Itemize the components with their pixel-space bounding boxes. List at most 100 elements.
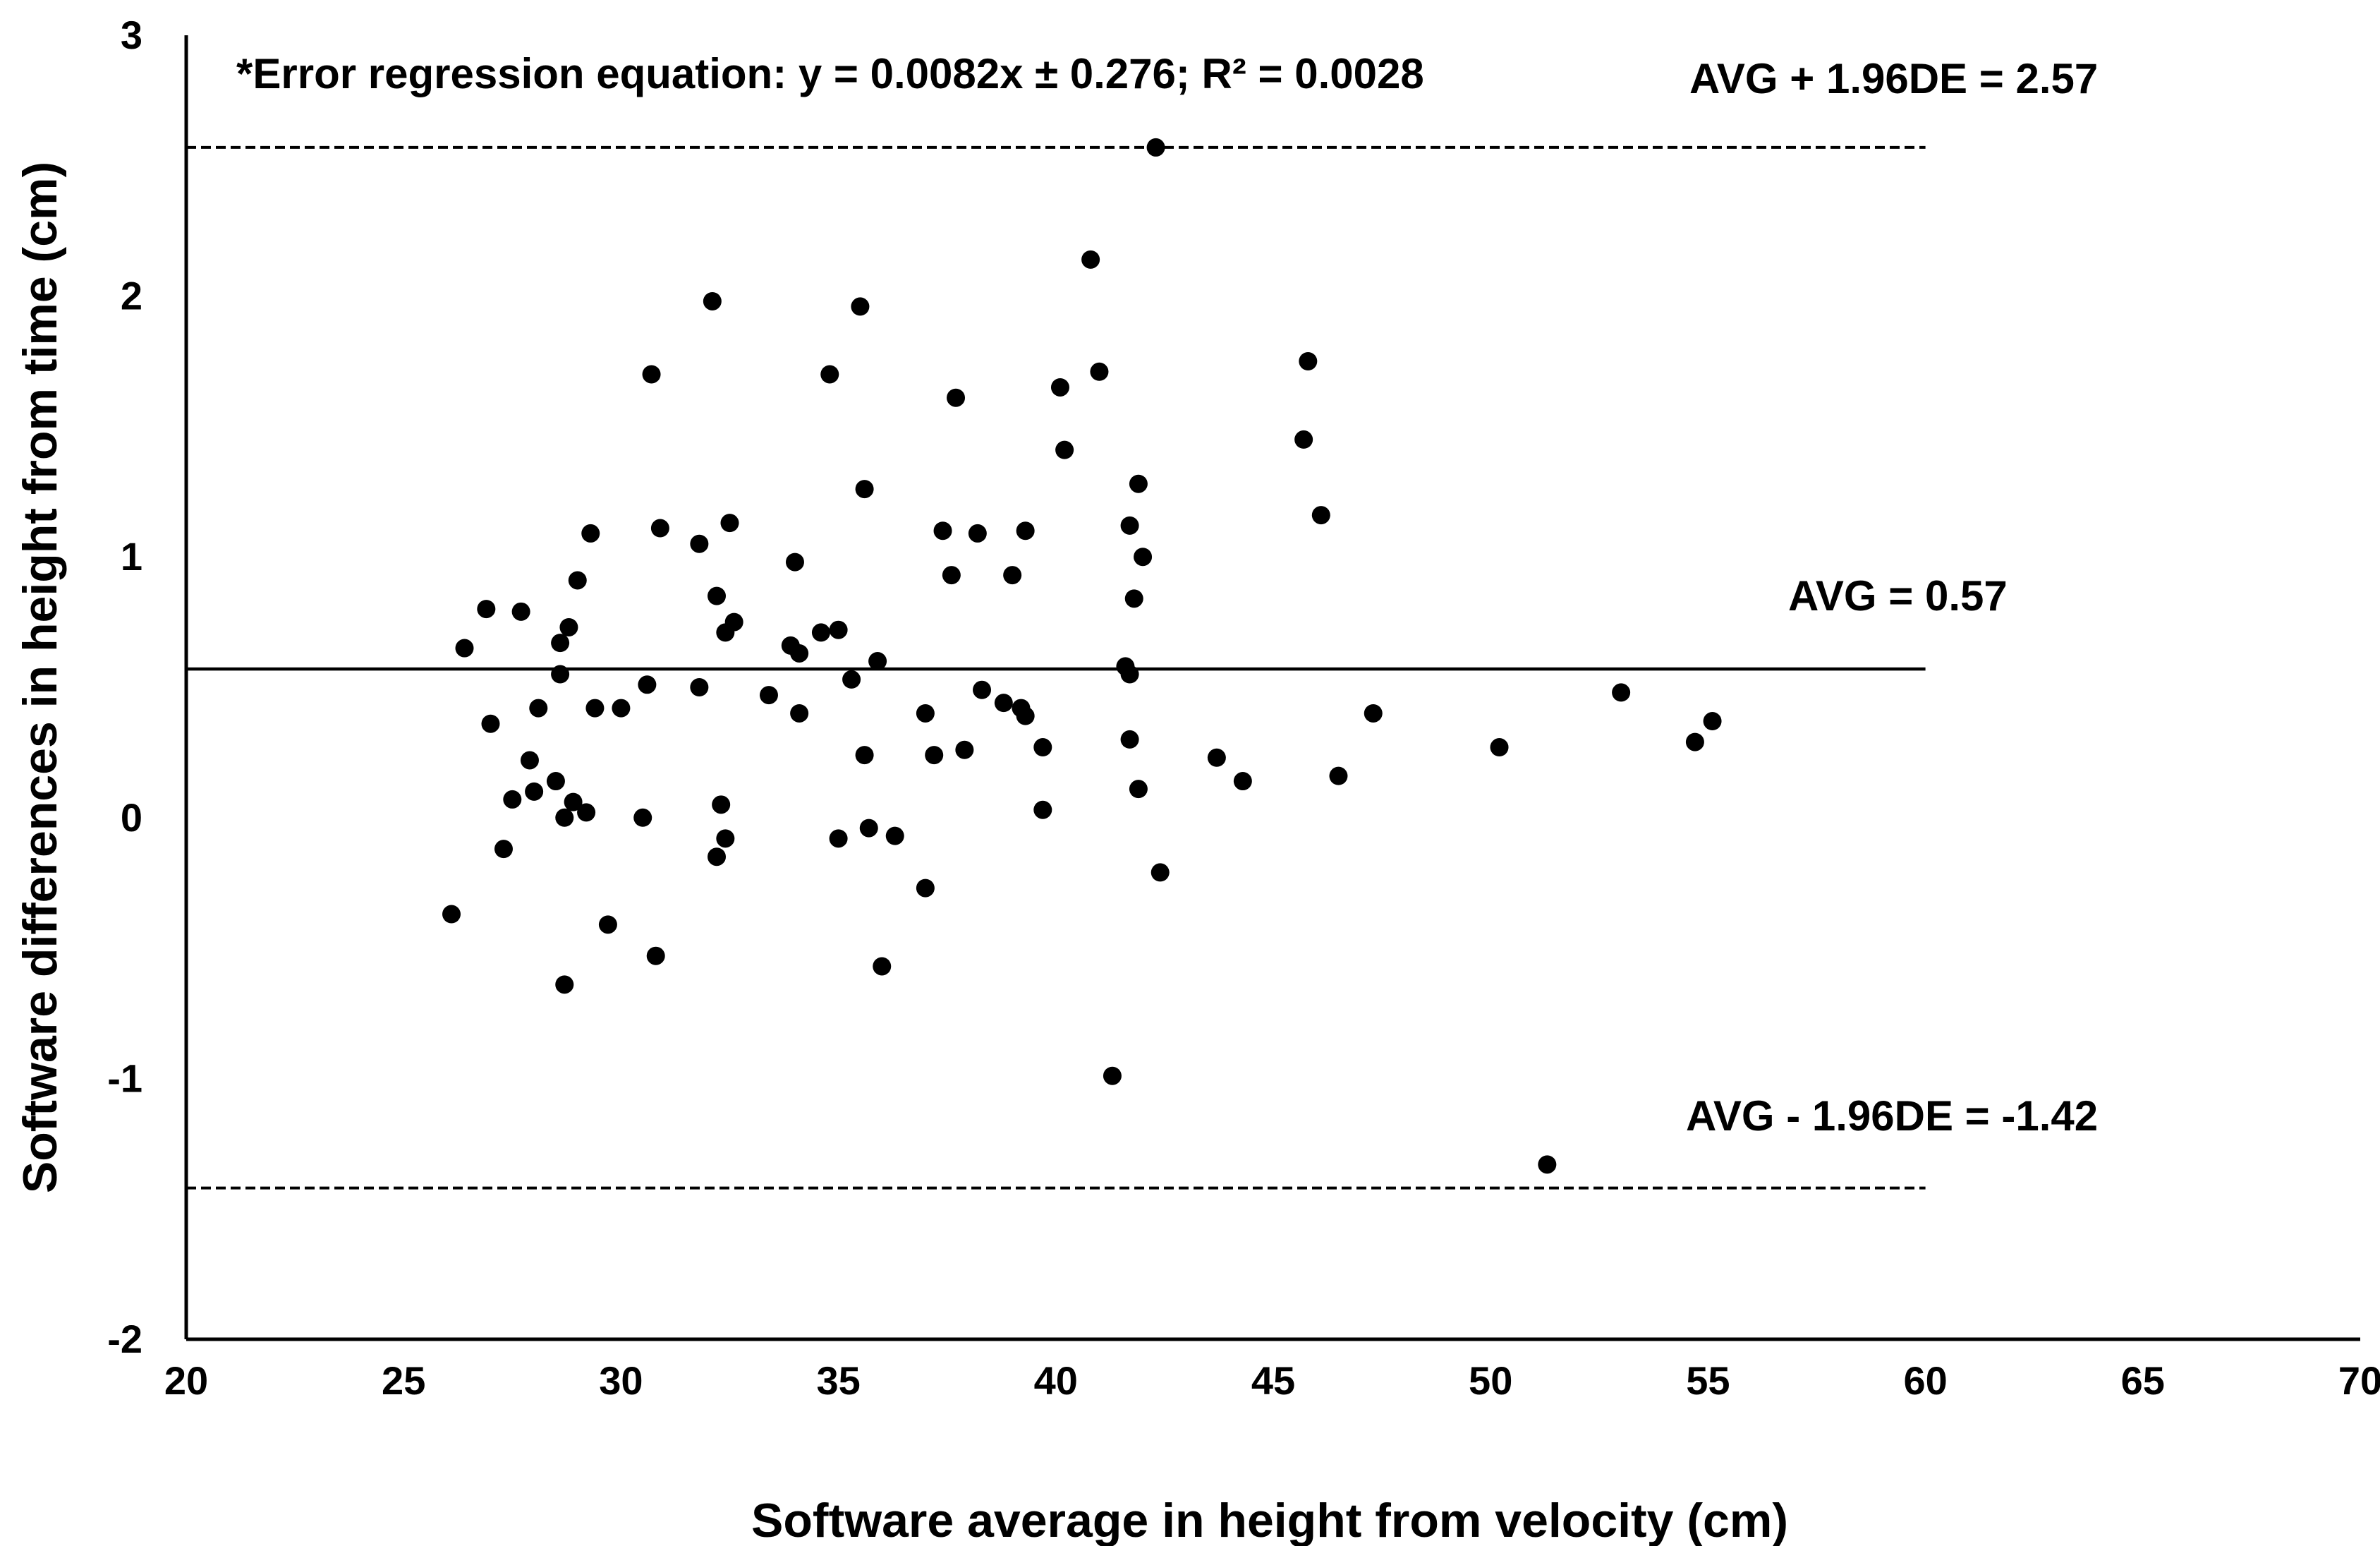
data-point [820, 365, 839, 384]
data-point [968, 524, 987, 543]
data-point [551, 665, 570, 684]
data-point [598, 915, 617, 934]
data-point [1299, 352, 1318, 370]
data-point [916, 703, 935, 723]
data-points [442, 138, 1722, 1174]
data-point [855, 746, 874, 765]
data-point [559, 617, 578, 636]
data-point [933, 521, 952, 541]
x-tick-label: 55 [1686, 1358, 1730, 1403]
data-point [716, 829, 735, 848]
data-point [1364, 703, 1383, 723]
data-point [703, 291, 722, 310]
data-point [1003, 566, 1022, 585]
data-point [525, 782, 544, 801]
data-point [916, 878, 935, 898]
data-point [503, 790, 522, 809]
y-axis-title: Software differences in height from time… [13, 162, 67, 1193]
data-point [551, 634, 570, 653]
y-tick-label: -1 [107, 1056, 142, 1100]
x-axis-title: Software average in height from velocity… [751, 1494, 1788, 1546]
data-point [1050, 378, 1069, 397]
data-point [1703, 712, 1722, 731]
data-point [1146, 138, 1165, 157]
x-tick-label: 25 [382, 1358, 425, 1403]
data-point [477, 600, 496, 619]
x-tick-label: 30 [599, 1358, 643, 1403]
data-point [811, 623, 830, 642]
data-point [529, 699, 548, 718]
data-point [1207, 748, 1226, 767]
data-point [1103, 1066, 1122, 1085]
x-tick-label: 40 [1034, 1358, 1078, 1403]
data-point [859, 819, 878, 838]
data-point [1311, 506, 1330, 525]
y-tick-label: 1 [121, 534, 142, 579]
data-point [520, 751, 539, 770]
data-point [555, 808, 574, 827]
data-point [1612, 683, 1631, 702]
data-point [690, 534, 709, 553]
x-tick-label: 65 [2121, 1358, 2165, 1403]
data-point [646, 946, 665, 965]
y-tick-label: -2 [107, 1317, 142, 1361]
data-point [873, 957, 892, 976]
data-point [481, 714, 500, 733]
data-point [712, 795, 731, 814]
data-point [1150, 863, 1170, 882]
data-point [1081, 250, 1100, 269]
data-point [1685, 732, 1704, 751]
data-point [564, 792, 583, 811]
x-tick-label: 45 [1251, 1358, 1295, 1403]
data-point [829, 620, 848, 639]
data-point [1124, 589, 1143, 608]
data-point [1120, 730, 1139, 749]
data-point [1120, 516, 1139, 535]
data-point [568, 571, 587, 590]
data-point [720, 514, 739, 533]
data-point [642, 365, 661, 384]
data-point [790, 703, 809, 723]
data-point [633, 808, 652, 827]
data-point [851, 297, 870, 316]
data-point [1033, 738, 1052, 757]
data-point [455, 639, 474, 658]
data-point [1294, 430, 1313, 449]
x-tick-labels: 20 25 30 35 40 45 50 55 60 65 70 [164, 1358, 2380, 1403]
data-point [1120, 665, 1139, 684]
data-point [955, 740, 974, 759]
data-point [581, 524, 600, 543]
data-point [638, 675, 657, 694]
regression-annotation: *Error regression equation: y = 0.0082x … [236, 50, 1424, 97]
data-point [577, 803, 596, 822]
x-tick-label: 50 [1469, 1358, 1512, 1403]
data-point [585, 699, 605, 718]
data-point [973, 680, 992, 699]
avg-plus-label: AVG + 1.96DE = 2.57 [1689, 55, 2098, 102]
data-point [947, 388, 966, 407]
y-tick-label: 2 [121, 274, 142, 318]
data-point [724, 612, 743, 632]
data-point [925, 746, 944, 765]
data-point [1129, 474, 1148, 493]
data-point [690, 678, 709, 696]
avg-minus-label: AVG - 1.96DE = -1.42 [1686, 1092, 2098, 1140]
axes [184, 35, 2360, 1341]
data-point [855, 480, 874, 499]
data-point [1016, 521, 1035, 541]
data-point [442, 905, 461, 924]
y-tick-label: 3 [121, 13, 142, 57]
data-point [650, 519, 669, 538]
y-tick-label: 0 [121, 795, 142, 840]
data-point [1016, 706, 1035, 725]
data-point [942, 566, 961, 585]
data-point [1055, 440, 1074, 459]
data-point [546, 772, 565, 791]
data-point [785, 552, 804, 572]
x-tick-label: 20 [164, 1358, 208, 1403]
x-tick-label: 60 [1903, 1358, 1947, 1403]
data-point [885, 826, 904, 845]
avg-label: AVG = 0.57 [1788, 572, 2008, 620]
data-point [790, 644, 809, 663]
